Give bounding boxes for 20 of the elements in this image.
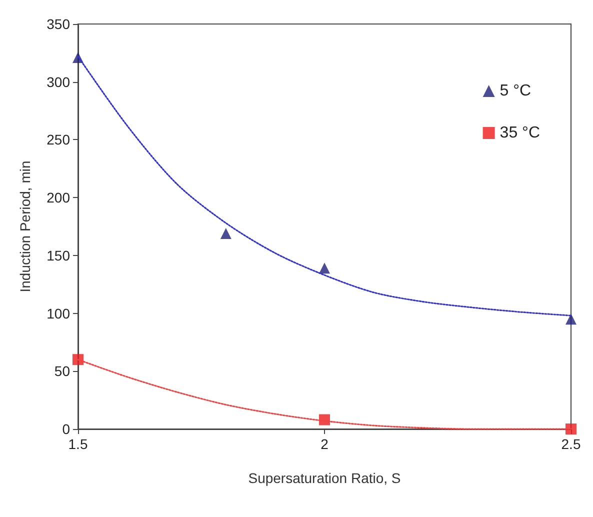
legend-label: 5 °C <box>500 82 532 100</box>
y-tick-label: 50 <box>54 363 70 380</box>
y-tick-label: 100 <box>46 305 70 322</box>
point <box>319 262 330 274</box>
point <box>566 314 576 325</box>
x-axis-title: Supersaturation Ratio, S <box>248 470 401 486</box>
x-tick-label: 2.5 <box>561 436 581 452</box>
y-tick-label: 300 <box>46 74 70 90</box>
y-tick-label: 150 <box>46 247 70 264</box>
point <box>72 354 84 366</box>
y-tick-label: 0 <box>62 421 70 437</box>
y-tick-label: 350 <box>46 16 70 32</box>
point <box>220 228 232 239</box>
point <box>566 424 576 434</box>
legend-label: 35 °C <box>500 124 540 142</box>
x-tick-label: 1.5 <box>68 436 88 452</box>
y-axis-title: Induction Period, min <box>17 160 33 292</box>
x-tick-label: 2 <box>320 436 329 452</box>
y-tick-label: 200 <box>46 190 70 206</box>
y-tick-label: 250 <box>46 132 70 148</box>
